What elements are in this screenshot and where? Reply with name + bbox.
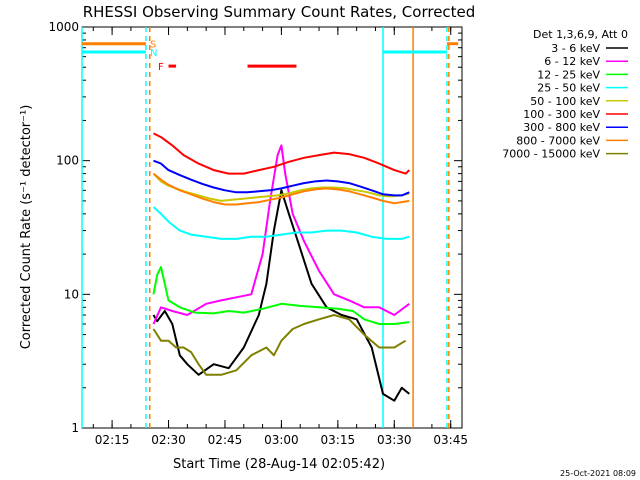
x-tick-label: 02:15	[95, 433, 130, 447]
annotation-label: N	[150, 48, 157, 59]
x-tick-label: 03:15	[321, 433, 356, 447]
series-line	[152, 144, 410, 325]
footer-date: 25-Oct-2021 08:09	[560, 469, 636, 478]
y-tick-label: 1000	[48, 20, 79, 34]
x-tick-label: 03:00	[264, 433, 299, 447]
y-tick-label: 10	[64, 287, 79, 301]
x-tick-label: 02:45	[208, 433, 243, 447]
legend-header: Det 1,3,6,9, Att 0	[533, 28, 628, 41]
x-tick-label: 03:45	[433, 433, 468, 447]
legend-entry-label: 12 - 25 keV	[537, 68, 600, 81]
annotation-label: F	[158, 62, 164, 73]
series-line	[153, 132, 410, 175]
series-line	[153, 159, 410, 197]
series-line	[152, 172, 410, 206]
x-tick-label: 03:30	[377, 433, 412, 447]
legend-entry-label: 300 - 800 keV	[523, 121, 600, 134]
x-axis-label: Start Time (28-Aug-14 02:05:42)	[173, 457, 385, 472]
chart-title: RHESSI Observing Summary Count Rates, Co…	[83, 3, 476, 21]
legend-entry-label: 7000 - 15000 keV	[502, 148, 600, 161]
legend-entry-label: 25 - 50 keV	[537, 82, 600, 95]
legend-entry-label: 800 - 7000 keV	[516, 134, 600, 147]
plot-area: 1 10 100 1000 02:15 02:30 02:45 03:00 03:15 03:30…	[48, 20, 468, 447]
annotation-label: S	[150, 40, 156, 51]
series-line	[152, 189, 410, 402]
y-tick-label: 1	[71, 421, 79, 435]
series-line	[152, 314, 407, 376]
legend-entry-label: 50 - 100 keV	[530, 95, 600, 108]
legend-entry-label: 100 - 300 keV	[523, 108, 600, 121]
y-axis-label: Corrected Count Rate (s⁻¹ detector⁻¹)	[19, 105, 34, 350]
series-line	[152, 206, 410, 240]
x-tick-label: 02:30	[151, 433, 186, 447]
y-tick-label: 100	[56, 154, 79, 168]
legend-entry-label: 3 - 6 keV	[551, 42, 600, 55]
series-line	[152, 266, 410, 325]
legend-entry-label: 6 - 12 keV	[544, 55, 600, 68]
